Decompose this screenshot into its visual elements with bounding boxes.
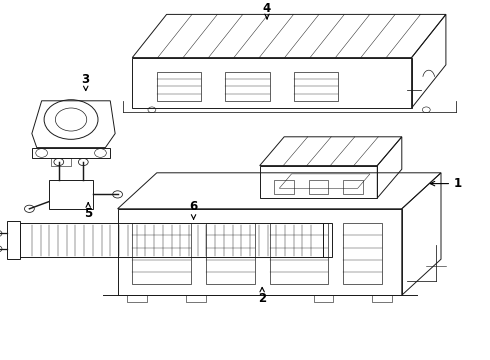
Text: 3: 3 (82, 73, 90, 91)
Text: 2: 2 (258, 287, 266, 305)
Text: 6: 6 (190, 201, 197, 219)
Text: 1: 1 (430, 177, 462, 190)
Text: 5: 5 (84, 203, 92, 220)
Text: 4: 4 (263, 3, 271, 19)
